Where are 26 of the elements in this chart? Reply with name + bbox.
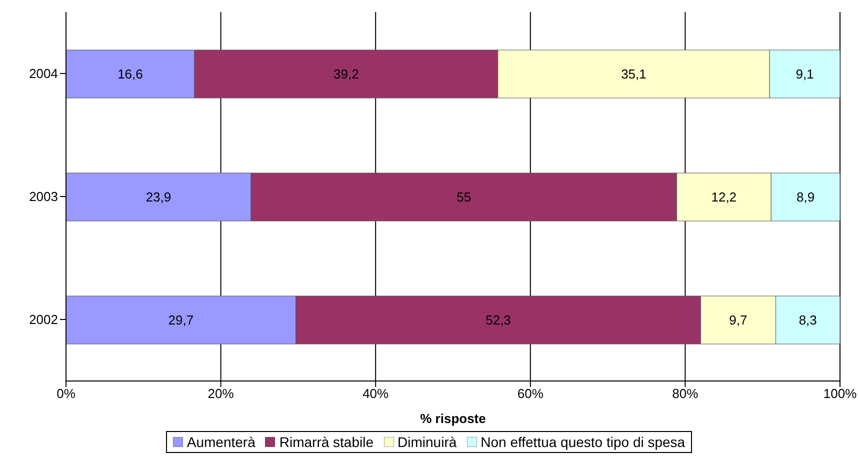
data-label: 39,2 — [334, 66, 359, 82]
data-label: 12,2 — [711, 190, 737, 205]
data-label: 55 — [456, 190, 472, 205]
legend-label: Aumenterà — [186, 434, 256, 450]
x-tick-label: 100% — [823, 386, 858, 402]
data-label: 35,1 — [621, 66, 646, 82]
y-tick-label: 2002 — [29, 312, 58, 328]
data-label: 52,3 — [486, 312, 511, 328]
data-label: 9,1 — [796, 66, 814, 82]
data-label: 29,7 — [168, 312, 194, 328]
x-axis-title: % risposte — [420, 411, 486, 426]
legend-label: Rimarrà stabile — [278, 434, 374, 450]
legend-label: Diminuirà — [396, 434, 457, 450]
data-label: 16,6 — [118, 66, 143, 82]
x-tick-label: 80% — [672, 386, 699, 402]
data-label: 23,9 — [146, 190, 172, 205]
x-tick-label: 0% — [56, 386, 76, 402]
data-label: 8,3 — [798, 312, 817, 328]
x-tick-label: 60% — [517, 386, 544, 402]
y-tick-label: 2003 — [29, 189, 58, 204]
data-label: 9,7 — [729, 312, 748, 328]
legend-label: Non effettua questo tipo di spesa — [480, 434, 686, 450]
data-label: 8,9 — [796, 190, 815, 205]
y-tick-label: 2004 — [29, 66, 58, 82]
x-tick-label: 40% — [362, 386, 390, 402]
x-tick-label: 20% — [208, 386, 234, 402]
